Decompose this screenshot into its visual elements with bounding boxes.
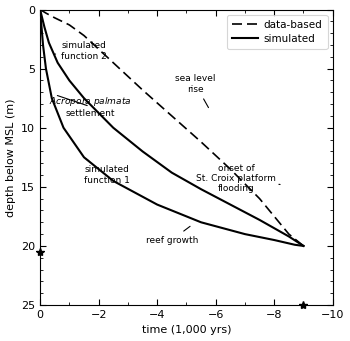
Legend: data-based, simulated: data-based, simulated bbox=[227, 15, 328, 49]
data-based bbox=[82, 33, 86, 38]
X-axis label: time (1,000 yrs): time (1,000 yrs) bbox=[142, 325, 231, 336]
Text: sea level
rise: sea level rise bbox=[175, 74, 216, 108]
data-based bbox=[228, 167, 232, 171]
simulated bbox=[228, 203, 232, 207]
Text: reef growth: reef growth bbox=[146, 226, 198, 244]
simulated bbox=[258, 218, 262, 222]
data-based bbox=[301, 244, 306, 248]
data-based bbox=[111, 61, 116, 65]
simulated bbox=[287, 234, 291, 238]
Text: simulated
function 2: simulated function 2 bbox=[55, 41, 107, 61]
simulated bbox=[38, 8, 42, 12]
simulated bbox=[199, 187, 203, 191]
Text: simulated
function 1: simulated function 1 bbox=[84, 159, 130, 185]
simulated bbox=[47, 41, 51, 45]
Line: data-based: data-based bbox=[40, 10, 303, 246]
data-based bbox=[38, 8, 42, 12]
simulated bbox=[111, 126, 116, 130]
data-based bbox=[140, 88, 145, 92]
data-based bbox=[199, 140, 203, 144]
simulated bbox=[82, 96, 86, 100]
simulated bbox=[140, 149, 145, 153]
Text: $\it{Acropora\ palmata}$
settlement: $\it{Acropora\ palmata}$ settlement bbox=[49, 95, 131, 118]
simulated bbox=[301, 244, 306, 248]
data-based bbox=[67, 23, 71, 27]
simulated bbox=[67, 78, 71, 83]
data-based bbox=[258, 197, 262, 201]
simulated bbox=[56, 61, 60, 65]
simulated bbox=[40, 13, 44, 17]
data-based bbox=[170, 114, 174, 118]
simulated bbox=[170, 170, 174, 175]
data-based bbox=[52, 16, 57, 20]
data-based bbox=[287, 232, 291, 236]
simulated bbox=[42, 25, 47, 29]
Line: simulated: simulated bbox=[40, 10, 303, 246]
data-based bbox=[44, 11, 48, 15]
Text: onset of
St. Croix platform
flooding: onset of St. Croix platform flooding bbox=[196, 164, 280, 193]
Y-axis label: depth below MSL (m): depth below MSL (m) bbox=[6, 98, 15, 217]
